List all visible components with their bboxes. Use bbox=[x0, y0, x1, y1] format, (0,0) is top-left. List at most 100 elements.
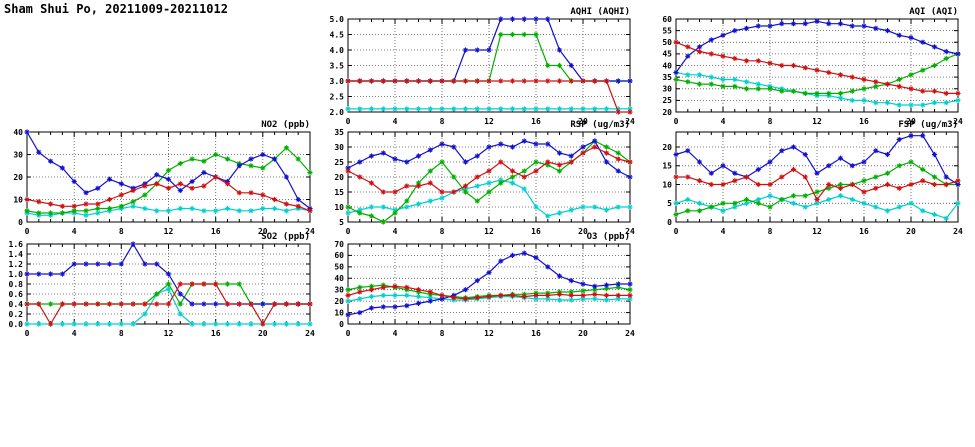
xtick-label: 0 bbox=[346, 117, 351, 126]
ytick-label: 10 bbox=[334, 308, 344, 317]
series-markers-blue bbox=[345, 138, 633, 180]
chart-title-o3: O3 (ppb) bbox=[587, 232, 630, 242]
ytick-label: 10 bbox=[662, 180, 672, 189]
ytick-label: 25 bbox=[662, 96, 672, 105]
xtick-label: 24 bbox=[953, 117, 963, 126]
ytick-label: 30 bbox=[334, 143, 344, 152]
ytick-label: 20 bbox=[334, 173, 344, 182]
ytick-label: 0 bbox=[18, 218, 23, 227]
page-title: Sham Shui Po, 20211009-20211012 bbox=[4, 2, 228, 16]
series-markers-red bbox=[673, 39, 961, 96]
series-markers-green bbox=[345, 31, 633, 84]
ytick-label: 4.0 bbox=[330, 46, 345, 55]
series-markers-red bbox=[345, 283, 633, 302]
ytick-label: 20 bbox=[13, 173, 23, 182]
xtick-label: 24 bbox=[625, 329, 635, 338]
ytick-label: 55 bbox=[662, 26, 672, 35]
series-markers-red bbox=[673, 166, 961, 203]
series-markers-red bbox=[345, 78, 633, 115]
xtick-label: 20 bbox=[578, 227, 588, 236]
ytick-label: 1.0 bbox=[9, 270, 24, 279]
xtick-label: 20 bbox=[906, 227, 916, 236]
series-line-red bbox=[26, 176, 311, 212]
xtick-label: 4 bbox=[72, 329, 77, 338]
series-markers-cyan bbox=[345, 177, 633, 219]
ytick-label: 0.2 bbox=[9, 310, 24, 319]
series-markers-blue bbox=[673, 18, 961, 76]
xtick-label: 16 bbox=[211, 227, 221, 236]
ytick-label: 0.6 bbox=[9, 290, 24, 299]
series-markers-cyan bbox=[345, 106, 633, 112]
ytick-label: 5 bbox=[667, 199, 672, 208]
xtick-label: 4 bbox=[393, 117, 398, 126]
chart-rsp: 5 10 15 20 25 30 35 0 4 8 12 16 20 24 RSP (ug/m3) bbox=[312, 116, 638, 240]
ytick-label: 30 bbox=[13, 150, 23, 159]
xtick-label: 4 bbox=[72, 227, 77, 236]
ytick-label: 0 bbox=[667, 218, 672, 227]
ytick-label: 50 bbox=[662, 38, 672, 47]
xtick-label: 12 bbox=[164, 227, 174, 236]
xtick-label: 0 bbox=[25, 329, 30, 338]
series-markers-red bbox=[24, 174, 313, 214]
series-line-green bbox=[348, 33, 630, 82]
series-markers-green bbox=[673, 159, 961, 218]
xtick-label: 20 bbox=[578, 117, 588, 126]
chart-title-rsp: RSP (ug/m3) bbox=[570, 120, 630, 130]
ytick-label: 1.6 bbox=[9, 240, 24, 249]
xtick-label: 0 bbox=[674, 227, 679, 236]
xtick-label: 12 bbox=[812, 117, 822, 126]
ytick-label: 30 bbox=[662, 85, 672, 94]
xtick-label: 8 bbox=[768, 117, 773, 126]
series-markers-blue bbox=[673, 133, 961, 188]
xtick-label: 12 bbox=[164, 329, 174, 338]
ytick-label: 1.4 bbox=[9, 250, 24, 259]
series-markers-red bbox=[345, 144, 633, 195]
xtick-label: 8 bbox=[119, 329, 124, 338]
ytick-label: 4.5 bbox=[330, 30, 345, 39]
xtick-label: 8 bbox=[440, 117, 445, 126]
ytick-label: 20 bbox=[662, 108, 672, 117]
ytick-label: 20 bbox=[334, 297, 344, 306]
xtick-label: 4 bbox=[393, 227, 398, 236]
xtick-label: 0 bbox=[674, 117, 679, 126]
ytick-label: 40 bbox=[662, 61, 672, 70]
xtick-label: 16 bbox=[859, 117, 869, 126]
xtick-label: 16 bbox=[531, 227, 541, 236]
chart-fsp: 0 5 10 15 20 0 4 8 12 16 20 24 FSP (ug/m3) bbox=[640, 116, 966, 240]
ytick-label: 25 bbox=[334, 158, 344, 167]
chart-title-aqi: AQI (AQI) bbox=[909, 7, 958, 17]
ytick-label: 1.2 bbox=[9, 260, 24, 269]
ytick-label: 30 bbox=[334, 286, 344, 295]
xtick-label: 8 bbox=[440, 329, 445, 338]
ytick-label: 2.5 bbox=[330, 92, 345, 101]
ytick-label: 40 bbox=[13, 128, 23, 137]
chart-title-so2: SO2 (ppb) bbox=[261, 232, 310, 242]
series-markers-green bbox=[673, 51, 961, 96]
series-markers-red bbox=[24, 281, 313, 327]
ytick-label: 10 bbox=[334, 203, 344, 212]
xtick-label: 24 bbox=[305, 227, 315, 236]
ytick-label: 35 bbox=[662, 73, 672, 82]
xtick-label: 20 bbox=[258, 227, 268, 236]
xtick-label: 12 bbox=[484, 227, 494, 236]
ytick-label: 3.0 bbox=[330, 77, 345, 86]
ytick-label: 40 bbox=[334, 274, 344, 283]
series-markers-cyan bbox=[673, 193, 961, 221]
ytick-label: 5 bbox=[339, 218, 344, 227]
xtick-label: 24 bbox=[625, 117, 635, 126]
ytick-label: 60 bbox=[662, 15, 672, 24]
chart-title-aqhi: AQHI (AQHI) bbox=[570, 7, 630, 17]
ytick-label: 10 bbox=[13, 195, 23, 204]
chart-no2: 0 10 20 30 40 0 4 8 12 16 20 24 NO2 (ppb) bbox=[0, 116, 318, 240]
ytick-label: 0.4 bbox=[9, 300, 24, 309]
chart-so2: 0.0 0.2 0.4 0.6 0.8 1.0 1.2 1.4 1.6 0 4 8 12 16 20 24 SO… bbox=[0, 228, 318, 342]
xtick-label: 12 bbox=[484, 329, 494, 338]
ytick-label: 35 bbox=[334, 128, 344, 137]
xtick-label: 12 bbox=[812, 227, 822, 236]
xtick-label: 16 bbox=[859, 227, 869, 236]
xtick-label: 8 bbox=[440, 227, 445, 236]
ytick-label: 0.8 bbox=[9, 280, 24, 289]
xtick-label: 24 bbox=[305, 329, 315, 338]
ytick-label: 2.0 bbox=[330, 108, 345, 117]
